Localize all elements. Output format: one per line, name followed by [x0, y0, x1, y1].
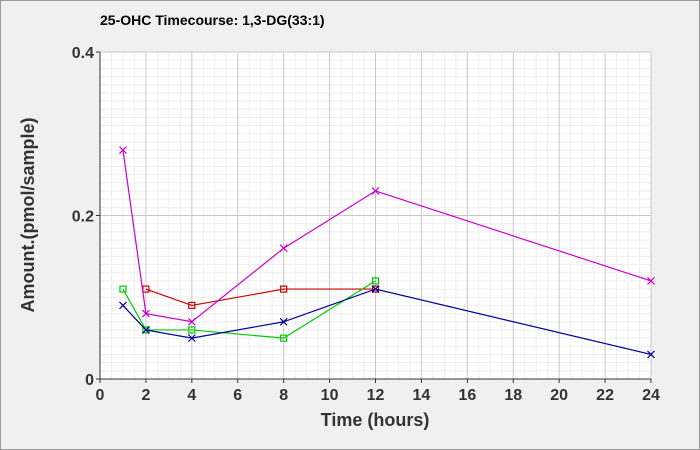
x-tick-label: 0 [96, 387, 105, 404]
x-axis-label: Time (hours) [321, 410, 430, 430]
major-grid [100, 51, 652, 379]
x-tick-label: 18 [504, 387, 522, 404]
data-point [280, 285, 288, 293]
data-point [279, 317, 288, 326]
y-tick-label: 0 [85, 372, 94, 389]
data-point [279, 244, 288, 253]
data-point [371, 187, 380, 195]
series-1 [142, 285, 380, 310]
data-point [119, 146, 127, 155]
data-point [187, 317, 196, 326]
data-point [371, 277, 380, 285]
x-tick-label: 16 [458, 387, 476, 404]
x-tick-label: 12 [367, 387, 385, 404]
y-tick-label: 0.2 [72, 209, 94, 226]
x-tick-label: 10 [321, 387, 339, 404]
x-axis-ticks: 0 2 4 6 8 10 12 14 16 18 20 22 24 [96, 379, 660, 404]
x-tick-label: 6 [233, 387, 242, 404]
data-point [119, 285, 127, 293]
series-line [122, 150, 652, 323]
data-point [187, 334, 196, 343]
y-axis-ticks: 0 0.2 0.4 [72, 45, 100, 389]
y-tick-label: 0.4 [72, 45, 94, 62]
data-point [280, 334, 288, 342]
data-point [141, 309, 150, 318]
series-3 [119, 285, 655, 359]
x-tick-label: 4 [187, 387, 196, 404]
x-tick-label: 24 [642, 387, 660, 404]
series-4 [119, 146, 655, 326]
data-point [119, 301, 127, 310]
data-point [141, 326, 150, 334]
x-tick-label: 2 [141, 387, 150, 404]
series-layer [119, 146, 655, 359]
data-point [188, 326, 196, 334]
data-point [371, 285, 380, 293]
chart-title: 25-OHC Timecourse: 1,3-DG(33:1) [100, 12, 325, 28]
data-point [371, 285, 380, 293]
series-line [122, 288, 652, 356]
y-axis-label: Amount.(pmol/sample) [18, 117, 38, 312]
data-point [188, 301, 196, 310]
x-tick-label: 20 [550, 387, 568, 404]
data-point [647, 276, 655, 285]
data-point [647, 350, 655, 359]
series-line [122, 280, 376, 339]
x-tick-label: 8 [279, 387, 288, 404]
x-tick-label: 22 [596, 387, 614, 404]
series-line [145, 288, 376, 307]
x-tick-label: 14 [413, 387, 431, 404]
